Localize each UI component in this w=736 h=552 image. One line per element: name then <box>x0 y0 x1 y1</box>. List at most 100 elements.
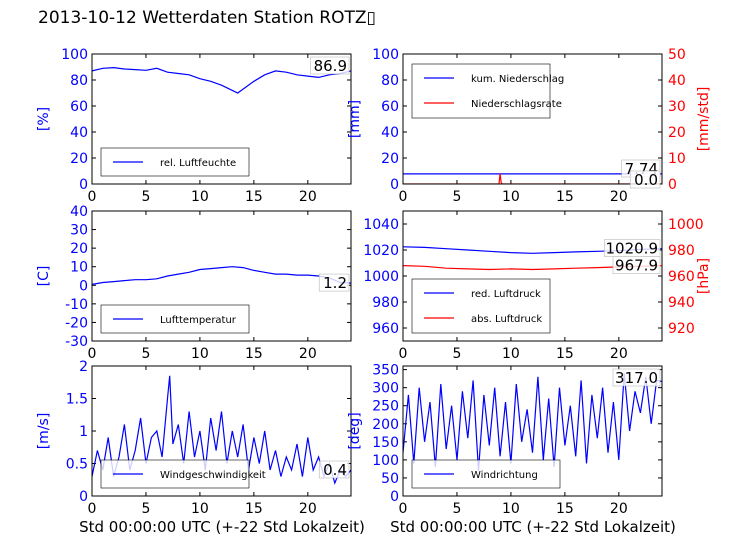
precip-ytick-right-label: 40 <box>668 73 686 89</box>
wind_speed-ytick-label: 1 <box>79 424 88 440</box>
temperature-plot-frame <box>91 210 352 342</box>
humidity-ytick-label: 80 <box>70 73 88 89</box>
temperature-latest-box <box>318 273 350 292</box>
wind_direction-xtick-label: 20 <box>610 501 628 517</box>
pressure-plot-frame <box>402 210 663 342</box>
wind_direction-plot-frame <box>402 365 663 497</box>
pressure-xtick-label: 0 <box>399 346 408 362</box>
wind_speed-ytick-label: 2 <box>79 359 88 375</box>
precip-ylabel-right: [mm/std] <box>696 87 712 152</box>
humidity-legend-label: rel. Luftfeuchte <box>160 158 236 169</box>
temperature-ytick-label: 30 <box>70 223 88 239</box>
pressure-ytick-label: 1040 <box>363 217 399 233</box>
precip-xtick-label: 5 <box>452 189 461 205</box>
wind_speed-latest-box <box>318 460 350 479</box>
humidity-ytick-label: 20 <box>70 151 88 167</box>
wind_speed-legend-label: Windgeschwindigkeit <box>160 470 266 481</box>
humidity-xtick-label: 0 <box>88 189 97 205</box>
wind_direction-ytick-label: 350 <box>372 363 399 379</box>
xlabel-right: Std 00:00:00 UTC (+-22 Std Lokalzeit) <box>390 518 676 536</box>
wind_direction-ylabel: [deg] <box>347 412 363 449</box>
precip-ytick-label: 80 <box>381 73 399 89</box>
wind_speed-ytick-label: 0.5 <box>66 457 88 473</box>
precip-ytick-label: 20 <box>381 151 399 167</box>
pressure-xtick-label: 5 <box>452 346 461 362</box>
pressure-latest-box <box>612 256 661 274</box>
xlabel-left: Std 00:00:00 UTC (+-22 Std Lokalzeit) <box>79 518 365 536</box>
humidity-latest-value: 86.9 <box>314 57 347 75</box>
humidity-ytick-label: 60 <box>70 99 88 115</box>
temperature-ytick-label: 40 <box>70 204 88 220</box>
wind_direction-ytick-label: 300 <box>372 381 399 397</box>
wind_direction-series-line <box>403 373 662 471</box>
humidity-series-line <box>92 66 351 94</box>
precip-xtick-label: 15 <box>556 189 574 205</box>
wind_direction-ytick-label: 100 <box>372 453 399 469</box>
humidity-plot-frame <box>91 53 352 185</box>
temperature-ytick-label: -20 <box>65 315 88 331</box>
wind_direction-latest-value: 317.0 <box>615 369 658 387</box>
wind_speed-series-line <box>92 375 351 485</box>
precip-ytick-label: 0 <box>390 177 399 193</box>
pressure-legend-label: abs. Luftdruck <box>471 314 542 325</box>
precip-ylabel: [mm] <box>347 100 363 138</box>
pressure-xtick-label: 20 <box>610 346 628 362</box>
wind_speed-xtick-label: 0 <box>88 501 97 517</box>
precip-legend-box <box>411 63 551 119</box>
precip-xtick-label: 20 <box>610 189 628 205</box>
precip-series-line <box>403 173 662 184</box>
precip-xtick-label: 10 <box>502 189 520 205</box>
wind_speed-latest-value: 0.4 <box>323 461 347 479</box>
pressure-ytick-right-label: 980 <box>668 243 695 259</box>
temperature-ytick-label: 20 <box>70 241 88 257</box>
wind_direction-ytick-label: 150 <box>372 435 399 451</box>
wind_speed-ytick-label: 0 <box>79 489 88 505</box>
temperature-series-line <box>92 266 351 285</box>
pressure-xtick-label: 10 <box>502 346 520 362</box>
temperature-ytick-label: -10 <box>65 297 88 313</box>
pressure-ytick-right-label: 940 <box>668 295 695 311</box>
precip-latest-box <box>629 170 661 189</box>
pressure-ytick-right-label: 920 <box>668 321 695 337</box>
wind_speed-xtick-label: 5 <box>141 501 150 517</box>
wind_speed-xtick-label: 15 <box>245 501 263 517</box>
pressure-ytick-label: 1000 <box>363 269 399 285</box>
pressure-ytick-label: 960 <box>372 321 399 337</box>
wind_speed-xtick-label: 20 <box>299 501 317 517</box>
precip-ytick-right-label: 50 <box>668 47 686 63</box>
humidity-ytick-label: 100 <box>61 47 88 63</box>
wind_direction-ytick-label: 250 <box>372 399 399 415</box>
humidity-xtick-label: 15 <box>245 189 263 205</box>
humidity-ylabel: [%] <box>36 107 52 131</box>
wind_speed-xtick-label: 10 <box>191 501 209 517</box>
wind_speed-ylabel: [m/s] <box>36 413 52 450</box>
pressure-ytick-label: 1020 <box>363 243 399 259</box>
wind_direction-xtick-label: 10 <box>502 501 520 517</box>
humidity-ytick-label: 40 <box>70 125 88 141</box>
precip-ytick-label: 40 <box>381 125 399 141</box>
temperature-latest-value: 1.2 <box>323 274 347 292</box>
temperature-xtick-label: 10 <box>191 346 209 362</box>
pressure-latest-value: 1020.9 <box>606 240 659 258</box>
temperature-xtick-label: 15 <box>245 346 263 362</box>
wind_direction-legend-label: Windrichtung <box>471 470 538 481</box>
precip-latest-value: 0.0 <box>634 171 658 189</box>
precip-ytick-right-label: 30 <box>668 99 686 115</box>
precip-plot-frame <box>402 53 663 185</box>
pressure-legend-box <box>411 278 551 334</box>
wind_direction-xtick-label: 5 <box>452 501 461 517</box>
humidity-ytick-label: 0 <box>79 177 88 193</box>
precip-legend-label: Niederschlagsrate <box>471 99 562 110</box>
precip-ytick-label: 60 <box>381 99 399 115</box>
humidity-xtick-label: 20 <box>299 189 317 205</box>
pressure-latest-value: 967.9 <box>615 257 658 275</box>
temperature-xtick-label: 5 <box>141 346 150 362</box>
figure-title: 2013-10-12 Wetterdaten Station ROTZ▯ <box>38 8 376 28</box>
wind_direction-ytick-label: 0 <box>390 489 399 505</box>
humidity-xtick-label: 5 <box>141 189 150 205</box>
temperature-xtick-label: 0 <box>88 346 97 362</box>
pressure-ylabel-right: [hPa] <box>696 258 712 294</box>
wind_direction-ytick-label: 50 <box>381 471 399 487</box>
pressure-ytick-right-label: 960 <box>668 269 695 285</box>
